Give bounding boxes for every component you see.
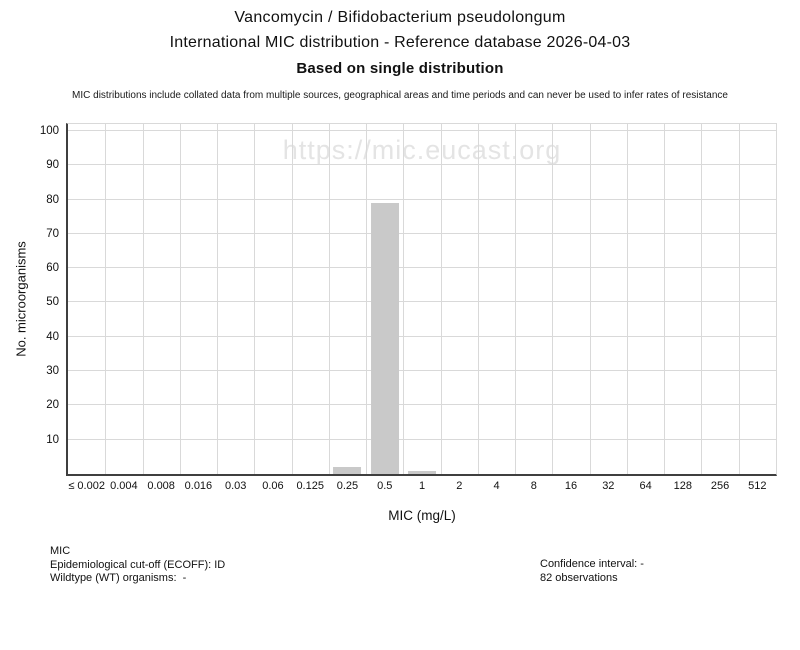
grid-line-v (515, 124, 517, 474)
bar-mic-1 (408, 470, 436, 474)
x-tick-label: 0.125 (296, 480, 324, 492)
watermark-text: https://mic.eucast.org (282, 135, 562, 165)
x-tick-label: 64 (639, 480, 652, 492)
x-tick-label: 1 (418, 480, 426, 492)
grid-line-v (217, 124, 219, 474)
bar-mic-0.25 (333, 467, 362, 474)
footer-confidence-line: Confidence interval: - (540, 558, 644, 570)
y-tick-label: 20 (46, 399, 59, 412)
x-tick-label: 0.008 (147, 480, 175, 492)
plot-area: https://mic.eucast.org 10 20 30 40 50 60 70 80 9… (40, 123, 777, 476)
x-tick-label: 128 (673, 480, 693, 492)
x-tick-label: 2 (456, 480, 463, 492)
grid-line-v (142, 124, 144, 474)
footer-wildtype-line: Wildtype (WT) organisms: - (50, 572, 187, 584)
footer-ecoff-line: Epidemiological cut-off (ECOFF): ID (50, 558, 226, 571)
x-axis-title: MIC (mg/L) (388, 508, 456, 523)
grid-line-v (738, 124, 740, 474)
grid-line-v (589, 124, 591, 474)
x-tick-label: 0.004 (110, 480, 138, 492)
y-tick-label: 90 (46, 159, 59, 172)
x-tick-label: 256 (710, 480, 730, 492)
x-tick-label: 0.03 (224, 480, 247, 492)
y-tick-label: 100 (39, 124, 59, 137)
grid-line-v (105, 124, 107, 474)
grid-line-v (626, 124, 628, 474)
grid-line-v (291, 124, 293, 474)
x-tick-label: 16 (564, 480, 578, 492)
grid-line-h (68, 335, 776, 337)
grid-line-v (328, 124, 330, 474)
y-tick-label: 60 (46, 262, 59, 275)
grid-line-v (664, 124, 666, 474)
grid-line-h (68, 198, 776, 200)
grid-line-v (366, 124, 368, 474)
x-tick-label: 512 (748, 480, 767, 492)
page-title: Vancomycin / Bifidobacterium pseudolongu… (234, 9, 566, 26)
footer-left-block: MIC Epidemiological cut-off (ECOFF): ID … (50, 545, 225, 586)
grid-line-h (68, 404, 776, 406)
grid-line-h (68, 164, 776, 166)
x-tick-label: 0.5 (377, 480, 393, 492)
bar-mic-0.5 (370, 202, 399, 474)
x-tick-label: 0.016 (184, 480, 213, 492)
grid-line-v (552, 124, 554, 474)
y-tick-label: 30 (46, 365, 59, 378)
y-tick-label: 70 (46, 227, 59, 240)
grid-line-v (477, 124, 479, 474)
grid-line-h (68, 267, 776, 269)
grid-line-v (403, 124, 405, 474)
grid-line-h (68, 232, 776, 234)
x-tick-label: 0.06 (262, 480, 284, 492)
y-tick-label: 10 (46, 433, 59, 446)
y-tick-label: 80 (46, 193, 59, 206)
grid-line-v (440, 124, 442, 474)
y-axis-title: No. microorganisms (13, 241, 29, 357)
grid-line-h (68, 370, 776, 372)
y-tick-label: 50 (46, 296, 59, 309)
footer-right-block: Confidence interval: - 82 observations (540, 558, 644, 585)
x-tick-label: ≤ 0.002 (68, 480, 105, 492)
footer-observations-line: 82 observations (540, 571, 618, 584)
x-tick-label: 32 (602, 480, 615, 492)
distribution-basis-title: Based on single distribution (296, 60, 504, 77)
footer-mic-label: MIC (50, 545, 71, 557)
x-tick-label: 0.25 (336, 480, 359, 492)
grid-line-v (254, 124, 256, 474)
disclaimer-text: MIC distributions include collated data … (72, 90, 728, 101)
y-tick-label: 40 (46, 330, 59, 343)
x-axis-tick-labels: ≤ 0.002 0.004 0.008 0.016 0.03 0.06 0.125 0.25 0… (68, 480, 776, 494)
x-tick-label: 4 (493, 480, 500, 492)
x-tick-label: 8 (530, 480, 537, 492)
grid-line-v (701, 124, 703, 474)
grid-line-h (68, 129, 776, 131)
page-subtitle: International MIC distribution - Referen… (169, 34, 631, 51)
grid-line-v (179, 124, 181, 474)
grid-line-h (68, 301, 776, 303)
grid-line-h (68, 438, 776, 440)
